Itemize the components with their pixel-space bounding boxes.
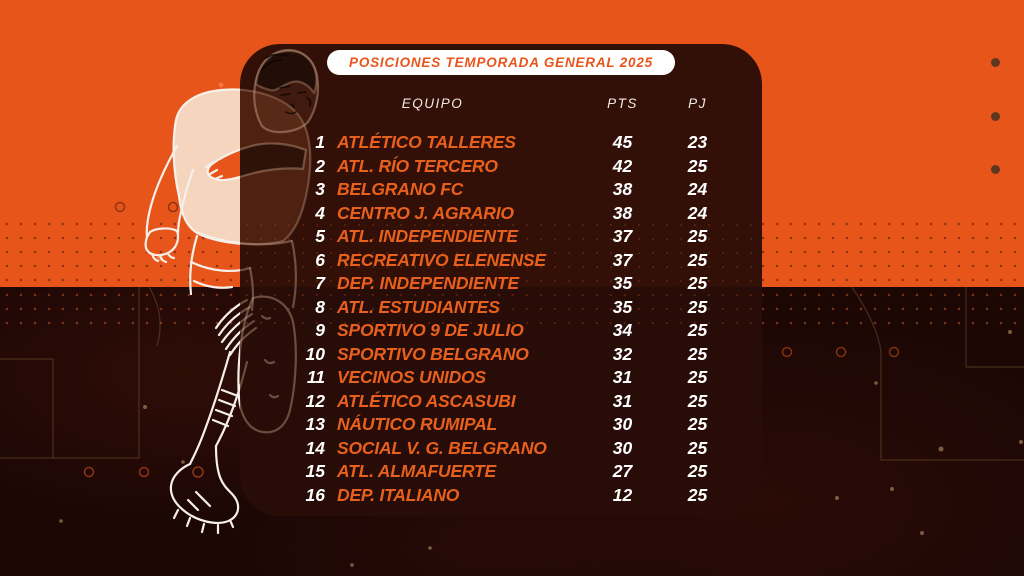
points-cell: 30 xyxy=(612,437,633,458)
points-cell: 42 xyxy=(612,155,633,176)
rank-cell: 2 xyxy=(315,155,325,176)
rank-cell: 3 xyxy=(315,179,325,200)
points-cell: 31 xyxy=(612,367,633,388)
points-cell: 35 xyxy=(612,273,633,294)
table-row: 5 ATL. INDEPENDIENTE 37 25 xyxy=(240,225,762,249)
rank-cell: 6 xyxy=(315,249,325,270)
points-cell: 37 xyxy=(612,249,633,270)
points-cell: 45 xyxy=(612,132,633,153)
table-row: 15 ATL. ALMAFUERTE 27 25 xyxy=(240,460,762,484)
panel-dot-pattern-lower xyxy=(240,288,762,334)
points-cell: 38 xyxy=(612,202,633,223)
played-cell: 25 xyxy=(687,226,708,247)
points-cell: 30 xyxy=(612,414,633,435)
table-row: 10 SPORTIVO BELGRANO 32 25 xyxy=(240,343,762,367)
played-cell: 25 xyxy=(687,367,708,388)
played-cell: 24 xyxy=(687,202,708,223)
played-cell: 25 xyxy=(687,390,708,411)
header-pj: PJ xyxy=(688,96,707,111)
table-header: EQUIPO PTS PJ xyxy=(240,96,762,116)
table-row: 16 DEP. ITALIANO 12 25 xyxy=(240,484,762,508)
header-equipo: EQUIPO xyxy=(401,96,464,111)
team-cell: DEP. INDEPENDIENTE xyxy=(337,273,519,294)
header-pts: PTS xyxy=(607,96,638,111)
played-cell: 25 xyxy=(687,461,708,482)
points-cell: 12 xyxy=(612,484,633,505)
played-cell: 25 xyxy=(687,273,708,294)
played-cell: 25 xyxy=(687,484,708,505)
team-cell: ATL. RÍO TERCERO xyxy=(337,155,498,176)
points-cell: 34 xyxy=(612,320,633,341)
team-cell: VECINOS UNIDOS xyxy=(337,367,486,388)
team-cell: SPORTIVO 9 DE JULIO xyxy=(337,320,524,341)
points-cell: 31 xyxy=(612,390,633,411)
team-cell: BELGRANO FC xyxy=(337,179,464,200)
rank-cell: 9 xyxy=(315,320,325,341)
rank-cell: 1 xyxy=(315,132,325,153)
played-cell: 23 xyxy=(687,132,708,153)
table-row: 11 VECINOS UNIDOS 31 25 xyxy=(240,366,762,390)
rank-cell: 8 xyxy=(315,296,325,317)
rank-cell: 16 xyxy=(305,484,325,505)
table-row: 4 CENTRO J. AGRARIO 38 24 xyxy=(240,202,762,226)
table-row: 2 ATL. RÍO TERCERO 42 25 xyxy=(240,155,762,179)
team-cell: SOCIAL V. G. BELGRANO xyxy=(337,437,547,458)
points-cell: 37 xyxy=(612,226,633,247)
table-row: 14 SOCIAL V. G. BELGRANO 30 25 xyxy=(240,437,762,461)
table-row: 7 DEP. INDEPENDIENTE 35 25 xyxy=(240,272,762,296)
team-cell: CENTRO J. AGRARIO xyxy=(337,202,514,223)
rank-cell: 7 xyxy=(315,273,325,294)
team-cell: ATL. ALMAFUERTE xyxy=(337,461,497,482)
title-banner: POSICIONES TEMPORADA GENERAL 2025 xyxy=(327,50,675,75)
played-cell: 25 xyxy=(687,296,708,317)
table-row: 12 ATLÉTICO ASCASUBI 31 25 xyxy=(240,390,762,414)
corner-dot xyxy=(991,165,1000,174)
points-cell: 27 xyxy=(612,461,633,482)
rank-cell: 5 xyxy=(315,226,325,247)
table-row: 9 SPORTIVO 9 DE JULIO 34 25 xyxy=(240,319,762,343)
played-cell: 25 xyxy=(687,414,708,435)
played-cell: 25 xyxy=(687,249,708,270)
team-cell: ATL. ESTUDIANTES xyxy=(337,296,500,317)
team-cell: ATLÉTICO ASCASUBI xyxy=(337,390,516,411)
points-cell: 35 xyxy=(612,296,633,317)
rank-cell: 14 xyxy=(305,437,325,458)
table-row: 13 NÁUTICO RUMIPAL 30 25 xyxy=(240,413,762,437)
texture-specks xyxy=(59,330,1023,567)
table-row: 1 ATLÉTICO TALLERES 45 23 xyxy=(240,131,762,155)
team-cell: ATL. INDEPENDIENTE xyxy=(337,226,518,247)
played-cell: 25 xyxy=(687,343,708,364)
table-row: 8 ATL. ESTUDIANTES 35 25 xyxy=(240,296,762,320)
corner-dot xyxy=(991,58,1000,67)
rank-cell: 15 xyxy=(305,461,325,482)
rank-cell: 4 xyxy=(315,202,325,223)
played-cell: 25 xyxy=(687,437,708,458)
points-cell: 38 xyxy=(612,179,633,200)
rank-cell: 11 xyxy=(306,367,325,388)
rank-cell: 10 xyxy=(305,343,325,364)
team-cell: DEP. ITALIANO xyxy=(337,484,460,505)
rank-cell: 13 xyxy=(305,414,325,435)
table-row: 3 BELGRANO FC 38 24 xyxy=(240,178,762,202)
standings-content: POSICIONES TEMPORADA GENERAL 2025 EQUIPO… xyxy=(240,44,762,516)
played-cell: 24 xyxy=(687,179,708,200)
standings-rows: 1 ATLÉTICO TALLERES 45 23 2 ATL. RÍO TER… xyxy=(240,131,762,507)
panel-dot-pattern-upper xyxy=(240,218,762,287)
played-cell: 25 xyxy=(687,155,708,176)
page-title: POSICIONES TEMPORADA GENERAL 2025 xyxy=(349,55,653,70)
rank-cell: 12 xyxy=(305,390,325,411)
team-cell: RECREATIVO ELENENSE xyxy=(337,249,546,270)
team-cell: NÁUTICO RUMIPAL xyxy=(337,414,497,435)
team-cell: ATLÉTICO TALLERES xyxy=(337,132,516,153)
team-cell: SPORTIVO BELGRANO xyxy=(337,343,529,364)
table-row: 6 RECREATIVO ELENENSE 37 25 xyxy=(240,249,762,273)
corner-dot xyxy=(991,112,1000,121)
standings-panel xyxy=(240,44,762,516)
points-cell: 32 xyxy=(612,343,633,364)
played-cell: 25 xyxy=(687,320,708,341)
